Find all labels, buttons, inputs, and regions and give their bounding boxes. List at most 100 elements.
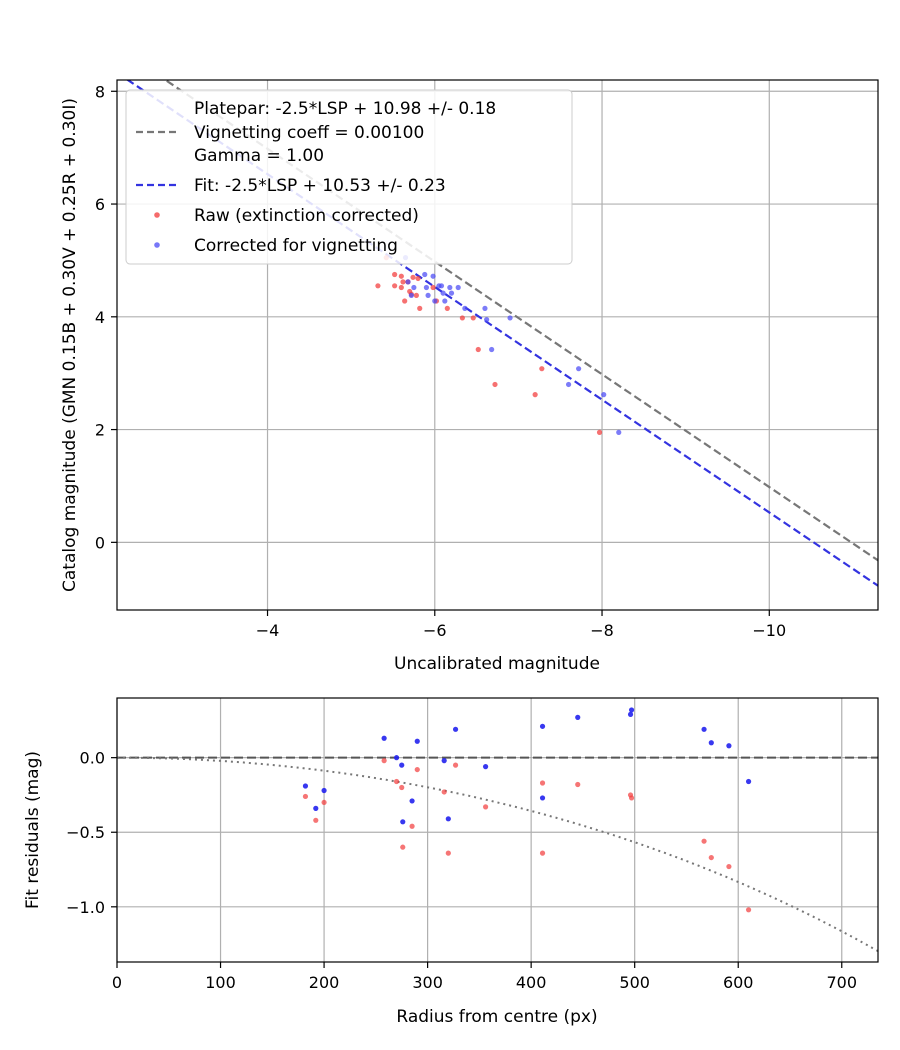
raw-residual-point bbox=[745, 907, 752, 913]
top-x-axis-label: Uncalibrated magnitude bbox=[394, 654, 600, 674]
raw-point bbox=[407, 288, 413, 295]
corrected-residual-point bbox=[482, 764, 489, 770]
fit-line bbox=[125, 80, 878, 587]
corrected-point bbox=[616, 429, 622, 435]
corrected-residual-point bbox=[745, 778, 752, 785]
top-y-tick-label: 0 bbox=[95, 533, 105, 552]
raw-point bbox=[532, 392, 538, 398]
legend: Platepar: -2.5*LSP + 10.98 +/- 0.18 Vign… bbox=[125, 89, 573, 265]
corrected-point bbox=[432, 298, 438, 304]
raw-residual-point bbox=[441, 789, 447, 795]
corrected-point bbox=[507, 315, 513, 321]
raw-point bbox=[539, 366, 545, 372]
bottom-plot-frame bbox=[116, 697, 879, 963]
raw-point bbox=[475, 346, 481, 353]
raw-residual-point bbox=[539, 850, 546, 856]
raw-point bbox=[375, 283, 381, 289]
top-x-axis-ticks: −4 −6 −8 −10 bbox=[256, 610, 786, 640]
raw-point bbox=[398, 273, 404, 279]
raw-residual-point bbox=[321, 799, 327, 806]
corrected-point bbox=[442, 298, 448, 304]
vignetting-model-curve bbox=[117, 756, 879, 952]
bottom-x-tick-label: 100 bbox=[205, 973, 236, 992]
corrected-residual-point bbox=[414, 738, 420, 744]
corrected-point bbox=[430, 273, 436, 279]
raw-residual-point bbox=[708, 854, 714, 861]
corrected-residual-point bbox=[539, 795, 546, 801]
corrected-point bbox=[405, 279, 411, 285]
top-y-tick-label: 6 bbox=[95, 195, 105, 214]
raw-residual-point bbox=[409, 823, 415, 829]
raw-residual-point bbox=[482, 804, 489, 810]
raw-point bbox=[400, 279, 406, 285]
top-plot-frame bbox=[116, 79, 879, 611]
corrected-point bbox=[423, 284, 430, 291]
corrected-point bbox=[447, 284, 453, 291]
raw-residual-point bbox=[381, 758, 387, 764]
corrected-point bbox=[436, 283, 442, 289]
raw-point bbox=[398, 284, 404, 291]
top-y-tick-label: 2 bbox=[95, 421, 105, 440]
bottom-data-points bbox=[302, 707, 752, 913]
corrected-residual-point bbox=[628, 707, 635, 713]
raw-point bbox=[410, 274, 416, 280]
bottom-x-tick-label: 300 bbox=[412, 973, 443, 992]
bottom-y-tick-label: −0.5 bbox=[66, 823, 105, 842]
corrected-residual-point bbox=[726, 743, 732, 749]
bottom-x-tick-label: 700 bbox=[826, 973, 857, 992]
raw-residual-point bbox=[393, 778, 400, 785]
top-x-tick-label: −4 bbox=[256, 621, 280, 640]
raw-point bbox=[444, 305, 450, 311]
raw-residual-point bbox=[414, 766, 420, 773]
bottom-plot-area bbox=[117, 698, 878, 962]
bottom-y-tick-label: 0.0 bbox=[80, 749, 105, 768]
legend-label-raw: Raw (extinction corrected) bbox=[194, 206, 419, 226]
raw-point bbox=[470, 315, 476, 321]
raw-point bbox=[402, 298, 408, 304]
bottom-x-axis-ticks: 0 100 200 300 400 500 600 700 bbox=[112, 962, 857, 992]
raw-residual-point bbox=[313, 817, 319, 823]
corrected-point bbox=[576, 366, 582, 372]
raw-residual-point bbox=[539, 780, 546, 786]
top-data-points bbox=[375, 255, 622, 435]
raw-residual-point bbox=[628, 795, 635, 801]
top-fit-lines bbox=[125, 80, 878, 587]
corrected-point bbox=[422, 271, 428, 278]
bottom-x-tick-label: 200 bbox=[309, 973, 340, 992]
corrected-residual-point bbox=[393, 755, 400, 761]
raw-residual-point bbox=[302, 793, 309, 800]
corrected-residual-point bbox=[409, 798, 415, 804]
raw-point bbox=[413, 292, 419, 298]
raw-residual-point bbox=[726, 863, 732, 870]
legend-label-fit: Fit: -2.5*LSP + 10.53 +/- 0.23 bbox=[194, 176, 446, 196]
legend-label-corrected: Corrected for vignetting bbox=[194, 236, 398, 256]
top-y-tick-label: 8 bbox=[95, 82, 105, 101]
legend-label-vignetting: Vignetting coeff = 0.00100 bbox=[194, 123, 424, 143]
legend-box bbox=[125, 89, 573, 265]
raw-residual-point bbox=[575, 781, 581, 788]
corrected-residual-point bbox=[399, 762, 405, 768]
corrected-point bbox=[425, 292, 431, 298]
corrected-point bbox=[489, 346, 495, 353]
corrected-residual-point bbox=[539, 723, 546, 729]
platepar-line bbox=[163, 80, 878, 562]
corrected-residual-point bbox=[708, 740, 714, 746]
top-y-tick-label: 4 bbox=[95, 308, 105, 327]
bottom-y-axis-ticks: 0.0 −0.5 −1.0 bbox=[66, 749, 117, 917]
corrected-point bbox=[482, 305, 488, 311]
corrected-residual-point bbox=[627, 711, 634, 718]
corrected-residual-point bbox=[302, 783, 309, 789]
raw-residual-point bbox=[400, 844, 406, 850]
corrected-residual-point bbox=[441, 758, 447, 764]
bottom-y-axis-label: Fit residuals (mag) bbox=[23, 751, 43, 909]
bottom-y-tick-label: −1.0 bbox=[66, 898, 105, 917]
raw-residual-point bbox=[452, 762, 459, 768]
corrected-residual-point bbox=[321, 787, 327, 794]
corrected-residual-point bbox=[381, 735, 387, 741]
top-y-axis-label: Catalog magnitude (GMN 0.15B + 0.30V + 0… bbox=[60, 98, 80, 592]
bottom-x-tick-label: 0 bbox=[112, 973, 122, 992]
legend-label-platepar: Platepar: -2.5*LSP + 10.98 +/- 0.18 bbox=[194, 99, 496, 119]
raw-point bbox=[596, 429, 603, 435]
corrected-residual-point bbox=[445, 816, 451, 822]
corrected-point bbox=[565, 381, 572, 388]
